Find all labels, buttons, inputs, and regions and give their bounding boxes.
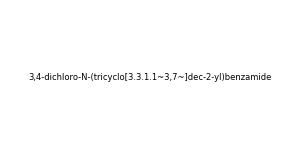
Text: 3,4-dichloro-N-(tricyclo[3.3.1.1~3,7~]dec-2-yl)benzamide: 3,4-dichloro-N-(tricyclo[3.3.1.1~3,7~]de…	[28, 73, 271, 82]
